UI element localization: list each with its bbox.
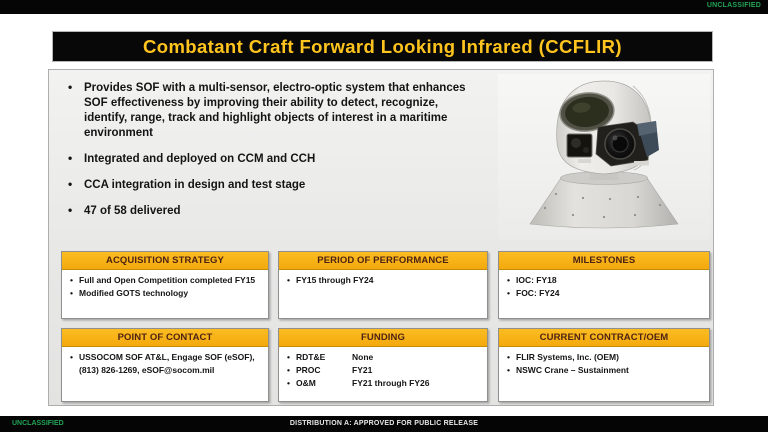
info-box-bullet: NSWC Crane – Sustainment xyxy=(507,364,703,377)
info-box-current-contract-oem: CURRENT CONTRACT/OEM FLIR Systems, Inc. … xyxy=(498,328,710,402)
classification-label-bottom: UNCLASSIFIED xyxy=(12,420,64,427)
top-classification-bar: UNCLASSIFIED xyxy=(0,0,768,14)
info-box-point-of-contact: POINT OF CONTACT USSOCOM SOF AT&L, Engag… xyxy=(61,328,269,402)
info-box-funding: FUNDING RDT&E None PROC FY21 O&M FY21 th… xyxy=(278,328,488,402)
info-box-header: MILESTONES xyxy=(499,252,709,270)
info-box-bullet-list: FY15 through FY24 xyxy=(279,274,487,287)
info-box-bullet: Full and Open Competition completed FY15 xyxy=(70,274,262,287)
funding-row: O&M FY21 through FY26 xyxy=(287,377,481,390)
info-box-milestones: MILESTONES IOC: FY18 FOC: FY24 xyxy=(498,251,710,319)
info-box-header: ACQUISITION STRATEGY xyxy=(62,252,268,270)
info-box-header: POINT OF CONTACT xyxy=(62,329,268,347)
funding-row-list: RDT&E None PROC FY21 O&M FY21 through FY… xyxy=(279,351,487,391)
funding-label: O&M xyxy=(296,378,316,389)
overview-bullet: 47 of 58 delivered xyxy=(62,203,474,219)
info-box-bullet-list: USSOCOM SOF AT&L, Engage SOF (eSOF), (81… xyxy=(62,351,268,377)
title-bar: Combatant Craft Forward Looking Infrared… xyxy=(52,31,713,62)
overview-bullet: Provides SOF with a multi-sensor, electr… xyxy=(62,80,474,141)
content-panel: Provides SOF with a multi-sensor, electr… xyxy=(48,69,714,406)
info-box-header: FUNDING xyxy=(279,329,487,347)
info-box-bullet: IOC: FY18 xyxy=(507,274,703,287)
funding-value: FY21 through FY26 xyxy=(352,378,430,389)
classification-label-top: UNCLASSIFIED xyxy=(706,2,761,9)
funding-value: FY21 xyxy=(352,365,373,376)
info-box-period-of-performance: PERIOD OF PERFORMANCE FY15 through FY24 xyxy=(278,251,488,319)
info-box-bullet: USSOCOM SOF AT&L, Engage SOF (eSOF), (81… xyxy=(70,351,262,377)
funding-value: None xyxy=(352,352,374,362)
page-title: Combatant Craft Forward Looking Infrared… xyxy=(142,35,622,57)
funding-row: PROC FY21 xyxy=(287,364,481,377)
info-box-bullet: FOC: FY24 xyxy=(507,287,703,300)
funding-label: RDT&E xyxy=(296,352,326,362)
info-box-bullet-list: Full and Open Competition completed FY15… xyxy=(62,274,268,301)
overview-bullet: CCA integration in design and test stage xyxy=(62,177,474,193)
overview-bullet: Integrated and deployed on CCM and CCH xyxy=(62,151,474,167)
info-box-bullet-list: IOC: FY18 FOC: FY24 xyxy=(499,274,709,301)
overview-bullet-list: Provides SOF with a multi-sensor, electr… xyxy=(62,80,474,230)
ccflir-camera-image xyxy=(498,74,710,240)
info-box-bullet: FY15 through FY24 xyxy=(287,274,481,287)
distribution-statement: DISTRIBUTION A: APPROVED FOR PUBLIC RELE… xyxy=(289,420,479,427)
info-box-acquisition-strategy: ACQUISITION STRATEGY Full and Open Compe… xyxy=(61,251,269,319)
info-box-bullet: FLIR Systems, Inc. (OEM) xyxy=(507,351,703,364)
funding-label: PROC xyxy=(296,365,321,376)
bottom-classification-bar: UNCLASSIFIED DISTRIBUTION A: APPROVED FO… xyxy=(0,416,768,432)
info-box-header: PERIOD OF PERFORMANCE xyxy=(279,252,487,270)
funding-row: RDT&E None xyxy=(287,351,481,364)
info-box-bullet: Modified GOTS technology xyxy=(70,287,262,300)
info-box-bullet-list: FLIR Systems, Inc. (OEM) NSWC Crane – Su… xyxy=(499,351,709,378)
info-box-header: CURRENT CONTRACT/OEM xyxy=(499,329,709,347)
